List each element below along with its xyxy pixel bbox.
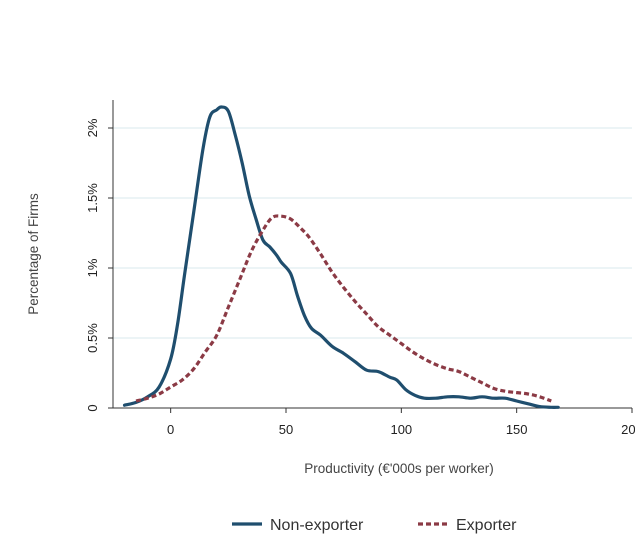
x-tick-label-0: 0: [167, 422, 174, 437]
grid-lines: [113, 127, 632, 339]
y-tick-label-4: 2%: [85, 118, 100, 137]
y-tick-label-1: 0.5%: [85, 323, 100, 353]
x-tick-label-4: 200: [621, 422, 635, 437]
legend: Non-exporter Exporter: [232, 517, 517, 534]
x-tick-label-1: 50: [279, 422, 293, 437]
series-line-exporter: [135, 214, 552, 403]
y-tick-label-3: 1.5%: [85, 183, 100, 213]
x-tick-label-2: 100: [390, 422, 412, 437]
y-axis-title: Percentage of Firms: [26, 193, 41, 315]
y-tick-label-0: 0: [85, 404, 100, 411]
x-axis-title: Productivity (€'000s per worker): [304, 461, 493, 476]
legend-label-exporter: Exporter: [456, 517, 517, 534]
x-tick-label-3: 150: [506, 422, 528, 437]
y-tick-label-2: 1%: [85, 258, 100, 277]
series-lines: [122, 105, 560, 409]
axes: [112, 100, 632, 409]
series-line-non-exporter: [122, 105, 560, 409]
tick-marks: 0 50 100 150 200 0 0.5% 1% 1.5% 2%: [85, 118, 635, 437]
legend-label-non-exporter: Non-exporter: [270, 517, 364, 534]
